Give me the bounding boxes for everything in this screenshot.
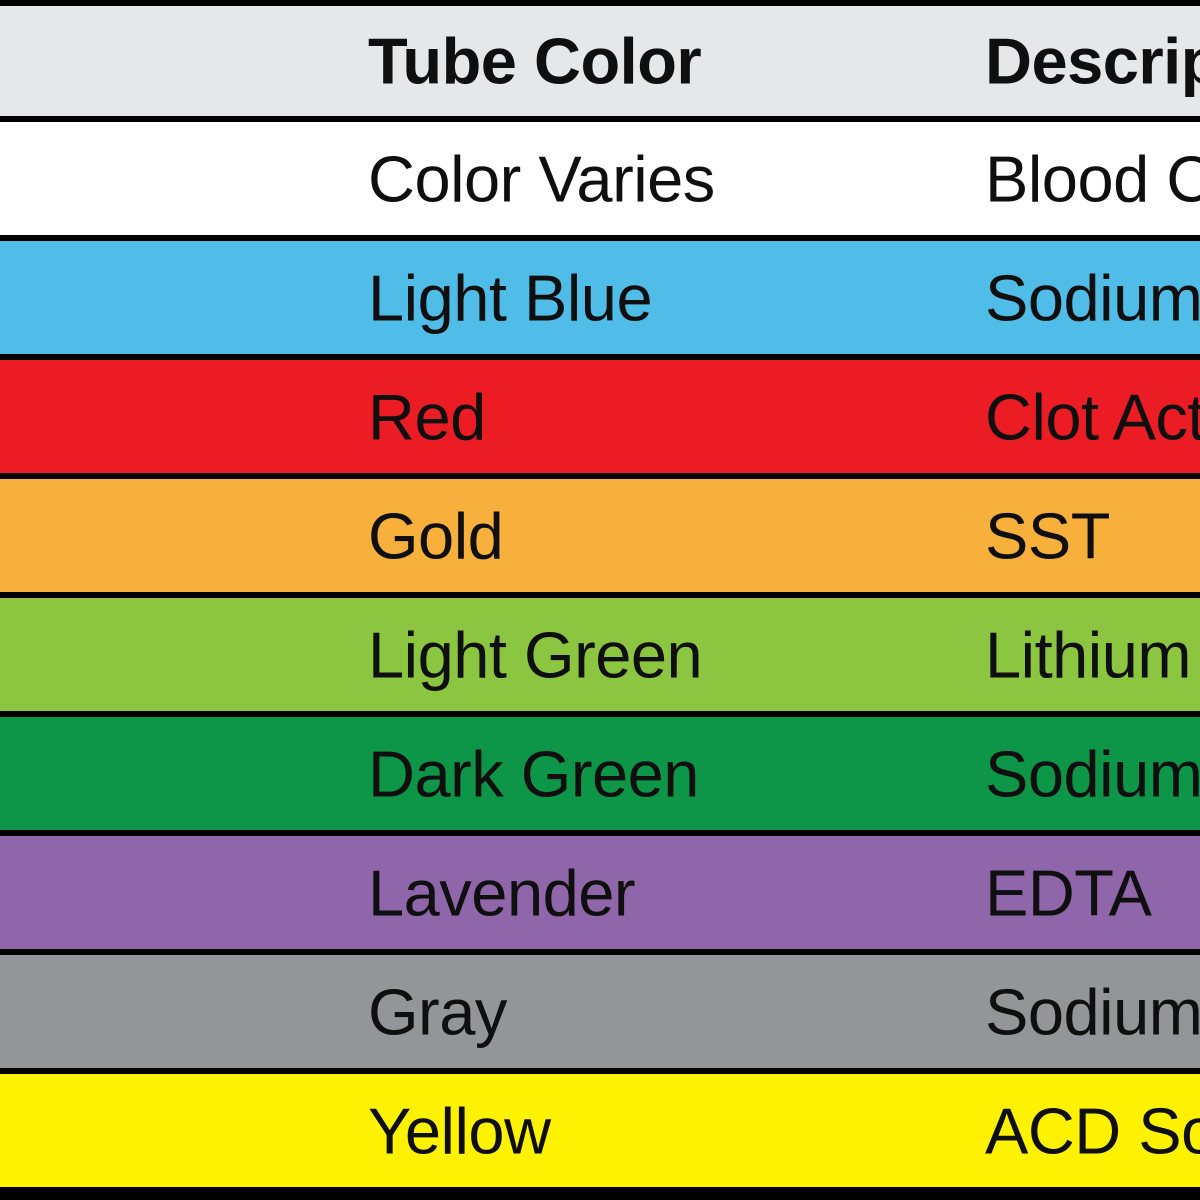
header-row: Tube Color Descrip <box>0 6 1200 122</box>
description-header: Descrip <box>985 24 1200 98</box>
tube-color-cell: Gray <box>368 975 507 1048</box>
tube-color-cell: Color Varies <box>368 142 715 215</box>
tube-color-cell: Yellow <box>368 1094 551 1167</box>
description-cell: SST <box>985 499 1110 572</box>
table-row-gold: Gold SST <box>0 479 1200 598</box>
tube-color-cell: Gold <box>368 499 504 572</box>
table-row-gray: Gray Sodium <box>0 955 1200 1074</box>
description-cell: ACD So <box>985 1094 1200 1167</box>
description-cell: Lithium <box>985 618 1192 691</box>
table-row-dark-green: Dark Green Sodium <box>0 717 1200 836</box>
table-row-yellow: Yellow ACD So <box>0 1074 1200 1193</box>
description-cell: Sodium <box>985 737 1200 810</box>
tube-color-cell: Dark Green <box>368 737 699 810</box>
table-row-lavender: Lavender EDTA <box>0 836 1200 955</box>
description-cell: EDTA <box>985 856 1152 929</box>
tube-color-header: Tube Color <box>368 24 702 98</box>
table-row-red: Red Clot Act <box>0 360 1200 479</box>
description-cell: Sodium <box>985 975 1200 1048</box>
description-cell: Sodium <box>985 261 1200 334</box>
tube-color-cell: Red <box>368 380 486 453</box>
table-row-color-varies: Color Varies Blood C <box>0 122 1200 241</box>
description-cell: Blood C <box>985 142 1200 215</box>
tube-color-cell: Lavender <box>368 856 636 929</box>
tube-color-cell: Light Blue <box>368 261 653 334</box>
table-row-light-blue: Light Blue Sodium <box>0 241 1200 360</box>
description-cell: Clot Act <box>985 380 1200 453</box>
tube-color-cell: Light Green <box>368 618 703 691</box>
table-row-light-green: Light Green Lithium <box>0 598 1200 717</box>
